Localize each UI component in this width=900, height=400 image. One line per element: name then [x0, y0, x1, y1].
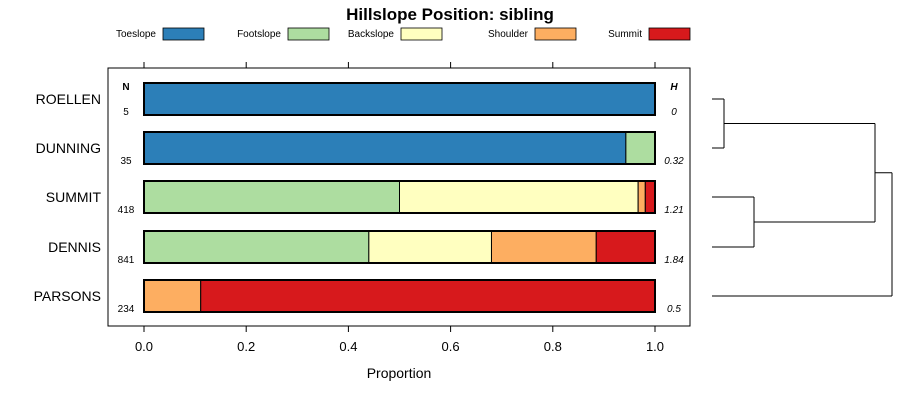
tick-label-0-4: 0.4	[339, 339, 357, 354]
bar-outline-roellen	[143, 82, 656, 116]
bar-dennis-summit	[595, 230, 656, 264]
plot-frame	[107, 67, 691, 327]
legend-label-backslope: Backslope	[348, 29, 395, 40]
bar-summit-footslope	[143, 180, 400, 214]
tick-label-0-6: 0.6	[442, 339, 460, 354]
bar-roellen-toeslope	[143, 82, 656, 116]
n-value-dennis: 841	[118, 255, 135, 266]
bar-summit-shoulder	[637, 180, 646, 214]
bar-dunning-footslope	[625, 131, 656, 165]
bar-outline-parsons	[143, 279, 656, 313]
h-header: H	[670, 82, 678, 93]
bar-outline-dunning	[143, 131, 656, 165]
bar-outline-dennis	[143, 230, 656, 264]
h-value-dunning: 0.32	[664, 156, 684, 167]
legend-label-summit: Summit	[608, 29, 642, 40]
row-label-summit: SUMMIT	[46, 189, 102, 205]
tick-label-0-2: 0.2	[237, 339, 255, 354]
bar-dunning-toeslope	[143, 131, 627, 165]
h-value-dennis: 1.84	[664, 255, 684, 266]
legend-label-shoulder: Shoulder	[488, 29, 529, 40]
bar-outline-summit	[143, 180, 656, 214]
tick-label-1-0: 1.0	[646, 339, 664, 354]
plot-rows: ROELLEN 5 0 DUNNING 35 0.32 SUMMIT 418 1.21 DENNI…	[34, 82, 684, 315]
bar-dennis-footslope	[143, 230, 370, 264]
legend-swatch-footslope	[287, 27, 330, 41]
dendrogram	[712, 98, 893, 297]
tick-label-0-8: 0.8	[544, 339, 562, 354]
row-label-parsons: PARSONS	[34, 288, 101, 304]
h-value-roellen: 0	[671, 107, 677, 118]
bar-summit-summit	[644, 180, 656, 214]
legend-label-footslope: Footslope	[237, 29, 281, 40]
x-axis-label: Proportion	[367, 365, 432, 381]
legend-swatch-backslope	[400, 27, 443, 41]
n-value-parsons: 234	[118, 304, 135, 315]
h-value-summit: 1.21	[664, 205, 683, 216]
row-label-dunning: DUNNING	[36, 140, 101, 156]
legend-swatch-toeslope	[162, 27, 205, 41]
legend-label-toeslope: Toeslope	[116, 29, 156, 40]
n-value-summit: 418	[118, 205, 135, 216]
legend-swatch-summit	[648, 27, 691, 41]
n-value-dunning: 35	[120, 156, 132, 167]
row-label-dennis: DENNIS	[48, 239, 101, 255]
x-axis: 0.0 0.2 0.4 0.6 0.8 1.0	[135, 62, 664, 354]
bar-summit-backslope	[399, 180, 639, 214]
tick-label-0-0: 0.0	[135, 339, 153, 354]
chart-title: Hillslope Position: sibling	[346, 5, 554, 24]
n-value-roellen: 5	[123, 107, 129, 118]
bar-dennis-shoulder	[490, 230, 597, 264]
n-header: N	[122, 82, 129, 93]
legend: Toeslope Footslope Backslope Shoulder Summit	[116, 27, 691, 41]
bar-parsons-shoulder	[143, 279, 202, 313]
legend-swatch-shoulder	[534, 27, 577, 41]
bar-parsons-summit	[200, 279, 656, 313]
h-value-parsons: 0.5	[667, 304, 681, 315]
row-label-roellen: ROELLEN	[36, 91, 101, 107]
bar-dennis-backslope	[368, 230, 492, 264]
